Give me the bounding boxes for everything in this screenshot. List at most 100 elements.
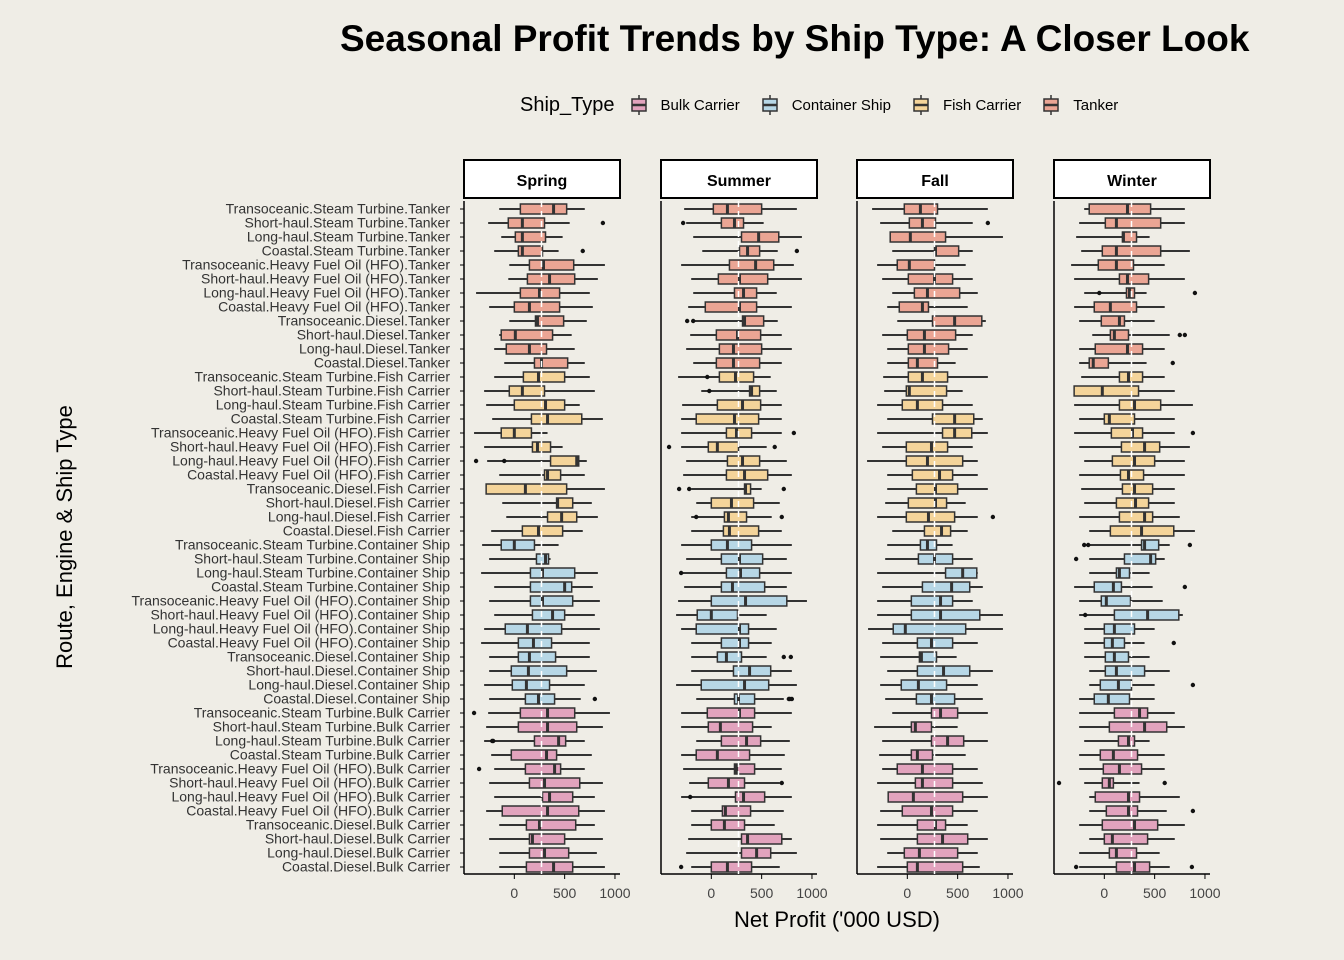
box	[896, 259, 936, 271]
box	[706, 707, 756, 719]
box	[1117, 735, 1136, 747]
x-tick-label: 1000	[599, 885, 630, 901]
legend-key-fish-carrier	[913, 95, 929, 115]
outlier-point	[779, 780, 784, 786]
box	[734, 791, 766, 803]
box	[511, 679, 551, 691]
box	[1103, 637, 1126, 649]
box	[1104, 217, 1162, 229]
y-tick-label: Short-haul.Heavy Fuel Oil (HFO).Tanker	[201, 271, 450, 287]
y-tick-label: Coastal.Heavy Fuel Oil (HFO).Tanker	[218, 299, 450, 315]
outlier-point	[1097, 290, 1102, 296]
box	[1094, 791, 1141, 803]
box	[521, 525, 564, 537]
legend-item-fish-carrier: Fish Carrier	[909, 94, 1021, 116]
box	[907, 371, 949, 383]
y-tick-label: Long-haul.Heavy Fuel Oil (HFO).Bulk Carr…	[171, 789, 450, 805]
box	[507, 217, 546, 229]
outlier-point	[794, 248, 800, 254]
box	[748, 385, 761, 397]
x-tick-label: 0	[707, 885, 715, 901]
box	[501, 805, 580, 817]
box	[533, 735, 567, 747]
box	[695, 413, 760, 425]
x-tick-label: 1000	[992, 885, 1023, 901]
box	[900, 679, 948, 691]
outlier-point	[1081, 542, 1087, 548]
legend-key-container-ship	[761, 95, 778, 115]
box	[524, 693, 556, 705]
chart-title: Seasonal Profit Trends by Ship Type: A C…	[340, 18, 1250, 59]
box	[918, 651, 938, 663]
box	[505, 343, 548, 355]
outlier-point	[1192, 290, 1198, 296]
box	[720, 735, 762, 747]
box	[1088, 357, 1110, 369]
box	[1100, 315, 1126, 327]
box	[889, 231, 947, 243]
y-tick-label: Short-haul.Heavy Fuel Oil (HFO).Bulk Car…	[169, 775, 450, 791]
box	[522, 371, 566, 383]
y-tick-label: Short-haul.Heavy Fuel Oil (HFO).Containe…	[150, 607, 450, 623]
box	[528, 259, 575, 271]
y-tick-label: Long-haul.Diesel.Fish Carrier	[268, 509, 450, 525]
box	[907, 273, 954, 285]
box	[1121, 483, 1154, 495]
box	[700, 679, 770, 691]
x-axis-title: Net Profit ('000 USD)	[734, 907, 940, 932]
box	[510, 665, 568, 677]
x-tick-label: 1000	[796, 885, 827, 901]
outlier-point	[473, 458, 479, 464]
box	[1073, 385, 1140, 397]
facet-label: Fall	[921, 173, 949, 190]
box	[1099, 749, 1139, 761]
legend-title: Ship_Type	[520, 93, 615, 116]
box	[513, 399, 566, 411]
box	[695, 749, 751, 761]
y-tick-label: Coastal.Diesel.Fish Carrier	[283, 523, 451, 539]
box	[896, 763, 954, 775]
box	[892, 623, 967, 635]
y-tick-label: Transoceanic.Heavy Fuel Oil (HFO).Fish C…	[151, 425, 450, 441]
box	[1093, 693, 1131, 705]
legend-key-tanker	[1043, 95, 1060, 115]
y-tick-label: Coastal.Heavy Fuel Oil (HFO).Bulk Carrie…	[186, 803, 450, 819]
y-tick-label: Transoceanic.Diesel.Fish Carrier	[247, 481, 451, 497]
box	[549, 455, 580, 467]
box	[913, 287, 961, 299]
y-tick-label: Coastal.Heavy Fuel Oil (HFO).Fish Carrie…	[187, 467, 450, 483]
y-tick-label: Long-haul.Steam Turbine.Fish Carrier	[216, 397, 451, 413]
outlier-point	[1073, 556, 1079, 562]
facet-strip	[463, 159, 621, 199]
outlier-point	[985, 220, 991, 226]
y-tick-label: Long-haul.Diesel.Container Ship	[248, 677, 450, 693]
outlier-point	[781, 486, 786, 492]
box	[740, 833, 783, 845]
outlier-point	[791, 430, 797, 436]
outlier-point	[1182, 332, 1188, 338]
box	[695, 623, 750, 635]
outlier-point	[1190, 430, 1196, 436]
box	[1101, 819, 1159, 831]
box	[910, 595, 954, 607]
box	[887, 791, 964, 803]
y-tick-label: Coastal.Diesel.Bulk Carrier	[282, 859, 450, 875]
box	[1115, 567, 1131, 579]
box	[1115, 861, 1151, 873]
box	[720, 217, 745, 229]
x-tick-label: 500	[553, 885, 577, 901]
y-tick-label: Transoceanic.Heavy Fuel Oil (HFO).Tanker	[182, 257, 450, 273]
y-tick-label: Transoceanic.Steam Turbine.Fish Carrier	[195, 369, 451, 385]
y-tick-label: Transoceanic.Heavy Fuel Oil (HFO).Bulk C…	[150, 761, 450, 777]
box	[720, 637, 750, 649]
outlier-point	[990, 514, 996, 520]
outlier-point	[676, 486, 682, 492]
box	[722, 525, 760, 537]
facet-strip	[1053, 159, 1211, 199]
outlier-point	[1190, 808, 1196, 814]
box	[710, 595, 788, 607]
facet-strip	[660, 159, 818, 199]
y-tick-label: Transoceanic.Steam Turbine.Bulk Carrier	[194, 705, 451, 721]
box	[529, 581, 573, 593]
box	[741, 315, 765, 327]
